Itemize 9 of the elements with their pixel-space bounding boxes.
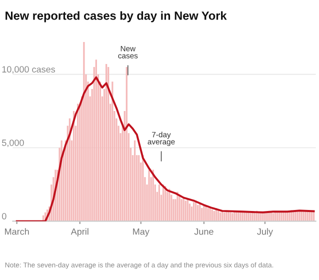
x-tick-label: May: [133, 228, 150, 237]
y-tick-label: 5,000: [2, 140, 24, 148]
y-tick-label: 0: [2, 213, 6, 220]
y-tick-label: 10,000 cases: [2, 66, 56, 74]
x-tick-label: April: [70, 228, 88, 237]
chart-title: New reported cases by day in New York: [6, 11, 227, 22]
x-tick-label: March: [5, 228, 29, 235]
x-tick-label: June: [194, 228, 214, 235]
x-tick-label: July: [257, 228, 273, 237]
